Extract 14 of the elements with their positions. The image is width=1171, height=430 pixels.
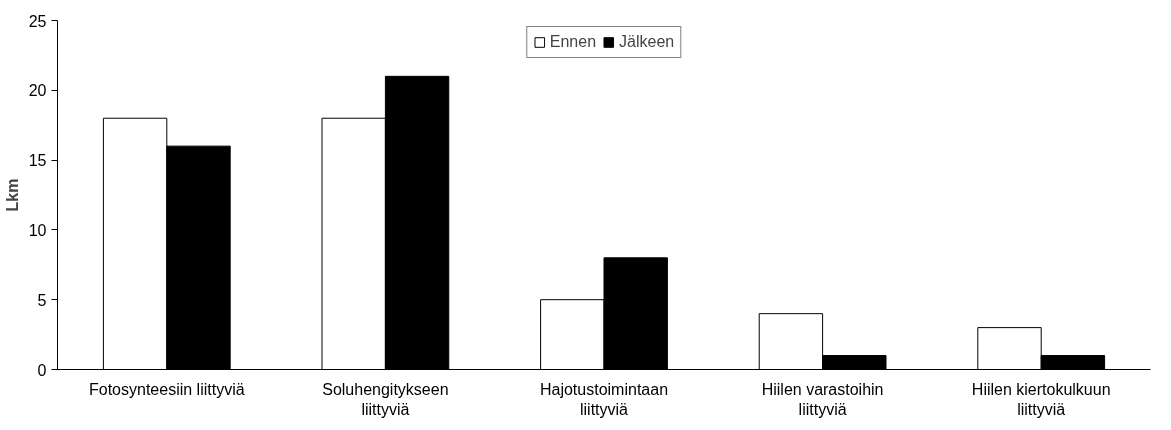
- legend-label: Ennen: [549, 33, 597, 51]
- y-tick-label: 25: [28, 12, 47, 30]
- y-tick-label: 10: [28, 221, 47, 239]
- y-tick-label: 15: [28, 152, 47, 170]
- y-tick-label: 20: [28, 82, 47, 100]
- legend-label: Jälkeen: [619, 33, 675, 51]
- y-axis-title: Lkm: [3, 178, 21, 212]
- y-tick-label: 5: [37, 291, 47, 309]
- x-tick-label: Hiilen varastoihin liittyviä: [761, 380, 884, 418]
- x-tick-label: Soluhengitykseen liittyviä: [322, 380, 449, 418]
- y-tick-label: 0: [37, 361, 47, 379]
- x-tick-label: Hajotustoimintaan liittyviä: [539, 380, 669, 418]
- x-tick-label: Hiilen kiertokulkuun liittyviä: [971, 380, 1111, 418]
- x-tick-label: Fotosynteesiin liittyviä: [88, 380, 245, 398]
